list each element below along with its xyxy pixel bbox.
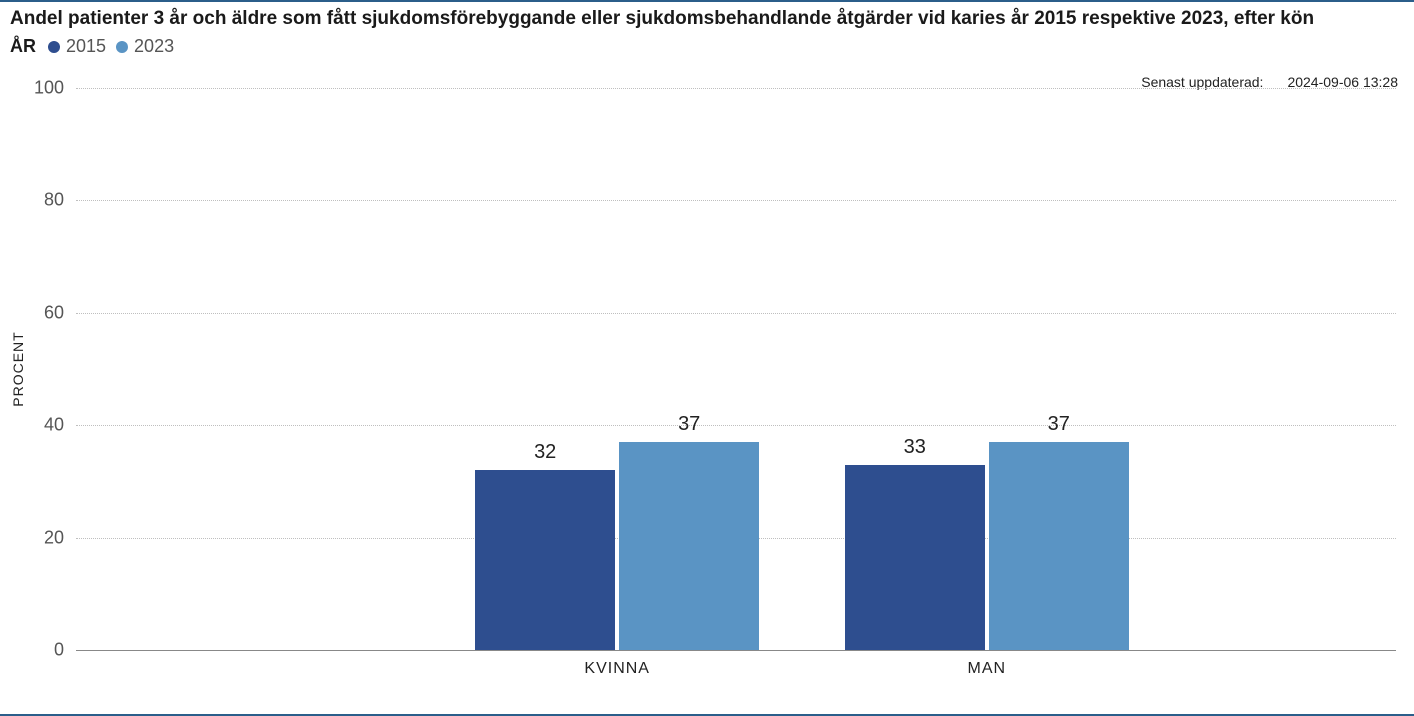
plot-area: 020406080100PROCENT3237KVINNA3337MAN <box>76 88 1396 650</box>
grid-line <box>76 88 1396 89</box>
chart-frame: Andel patienter 3 år och äldre som fått … <box>0 0 1414 716</box>
bar: 37 <box>619 442 759 650</box>
y-tick-label: 0 <box>4 640 76 661</box>
y-tick-label: 80 <box>4 190 76 211</box>
grid-line <box>76 200 1396 201</box>
y-tick-label: 60 <box>4 302 76 323</box>
bar-group: 3237KVINNA <box>475 442 759 650</box>
x-axis-line <box>76 650 1396 651</box>
bar: 33 <box>845 465 985 650</box>
y-tick-label: 40 <box>4 415 76 436</box>
legend-dot-1 <box>116 41 128 53</box>
legend-dot-0 <box>48 41 60 53</box>
legend-title: ÅR <box>10 36 36 57</box>
legend-label-0: 2015 <box>66 36 106 57</box>
legend-item-1: 2023 <box>116 36 174 57</box>
grid-line <box>76 425 1396 426</box>
bar-value-label: 32 <box>534 441 556 464</box>
bar-value-label: 37 <box>1048 413 1070 436</box>
grid-line <box>76 313 1396 314</box>
legend-label-1: 2023 <box>134 36 174 57</box>
bar: 32 <box>475 470 615 650</box>
legend: ÅR 2015 2023 <box>10 36 174 57</box>
y-tick-label: 100 <box>4 78 76 99</box>
y-axis-title: PROCENT <box>10 331 26 406</box>
bar: 37 <box>989 442 1129 650</box>
y-tick-label: 20 <box>4 527 76 548</box>
bar-group: 3337MAN <box>845 442 1129 650</box>
bar-value-label: 37 <box>678 413 700 436</box>
x-category-label: MAN <box>968 660 1007 678</box>
chart-title: Andel patienter 3 år och äldre som fått … <box>10 8 1314 30</box>
bar-value-label: 33 <box>904 436 926 459</box>
x-category-label: KVINNA <box>584 660 650 678</box>
legend-item-0: 2015 <box>48 36 106 57</box>
